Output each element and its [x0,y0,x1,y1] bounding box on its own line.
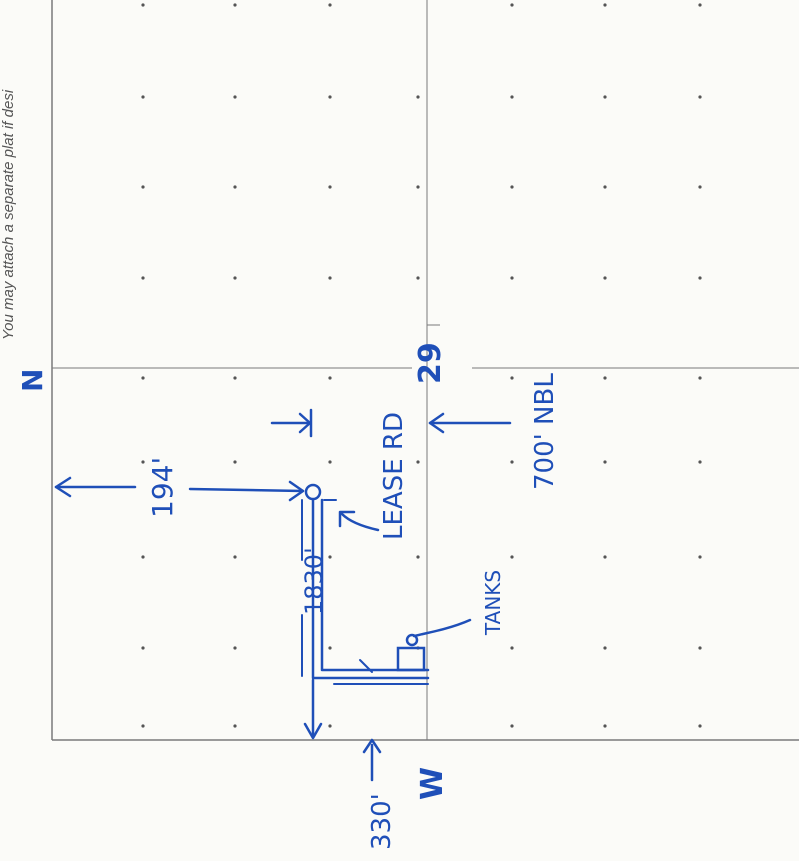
tanks-label: TANKS [481,570,505,636]
grid-dot [328,95,332,99]
grid-dot [510,95,514,99]
grid-dot [141,724,145,728]
grid-dot [233,95,237,99]
grid-dot [510,555,514,559]
dim-194-right-arrowhead [288,480,305,502]
grid-dot [141,646,145,650]
grid-dot [698,724,702,728]
header-note: You may attach a separate plat if desi [0,89,17,340]
grid-dot [141,460,145,464]
grid-dot [233,646,237,650]
grid-dot [510,376,514,380]
grid-dot [233,185,237,189]
grid-dot [416,276,420,280]
north-label: N [16,369,49,392]
handwritten-annotations: 194' 700' NBL 29 1830' LEASE RD TANKS [54,342,560,850]
section-grid [51,0,799,741]
grid-dot [233,3,237,7]
grid-dot [698,95,702,99]
grid-dot [416,555,420,559]
grid-dot [328,3,332,7]
road-tick [359,659,373,673]
grid-dot [233,724,237,728]
grid-dot [698,460,702,464]
grid-dot [510,276,514,280]
dim-194-right-line [188,487,305,493]
grid-dot [328,555,332,559]
dim-1830-label: 1830' [300,547,328,615]
grid-dot [603,95,607,99]
tanks-pointer [412,618,472,638]
grid-dot [141,555,145,559]
grid-dot [141,185,145,189]
grid-dot [603,376,607,380]
grid-dot [416,185,420,189]
grid-dot [698,555,702,559]
dim-700-arrowhead [428,412,445,434]
grid-dot [328,646,332,650]
grid-dot [698,376,702,380]
grid-dot [698,185,702,189]
grid-dot [510,3,514,7]
well-location-icon [304,483,322,501]
lease-road-label: LEASE RD [379,412,409,540]
grid-dot [510,185,514,189]
grid-dot [603,460,607,464]
grid-dot [603,185,607,189]
grid-dot [141,376,145,380]
grid-dot [328,724,332,728]
grid-dot [603,646,607,650]
grid-dot [233,276,237,280]
grid-dot [328,376,332,380]
grid-dot [416,95,420,99]
grid-dot [233,460,237,464]
grid-dot [510,460,514,464]
lease-road-pointer-arrowhead [338,510,356,528]
dim-194-left-arrowhead [54,476,72,498]
grid-dot [603,3,607,7]
grid-dot [141,95,145,99]
grid-dot [141,3,145,7]
dim-330-pointer-arrowhead [362,738,382,754]
lease-road-edge-inner [320,498,430,672]
grid-dot [603,724,607,728]
grid-dot [328,276,332,280]
grid-dot [233,555,237,559]
grid-dot [603,276,607,280]
dim-330-label: 330' [367,793,397,850]
grid-dot [141,276,145,280]
section-number: 29 [413,342,448,384]
tank-battery-icon [396,646,426,672]
grid-dot [510,646,514,650]
grid-dot [603,555,607,559]
dim-194-label: 194' [146,457,179,518]
grid-dot [233,376,237,380]
grid-dot [510,724,514,728]
lease-road-pointer [340,512,380,532]
grid-dot [698,3,702,7]
grid-dot [698,646,702,650]
quarter-dots [141,3,702,728]
west-label: W [415,767,450,800]
lease-road-edge-outer [311,498,430,680]
grid-dot [328,185,332,189]
tank-marker-icon [405,633,419,647]
grid-dot [698,276,702,280]
grid-dot [328,460,332,464]
dim-700-label: 700' NBL [530,373,560,490]
grid-dot [416,460,420,464]
dim-330-arrowhead-left [303,722,323,740]
